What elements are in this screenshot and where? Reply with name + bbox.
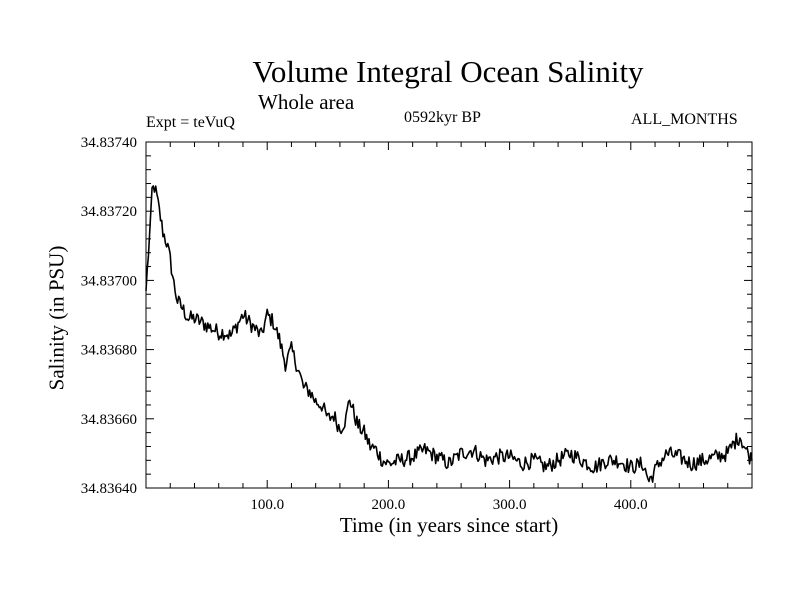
y-tick-label: 34.83640	[81, 481, 137, 497]
y-tick-label: 34.83700	[81, 273, 137, 289]
salinity-series-line	[145, 185, 753, 483]
axis-ticks	[146, 142, 752, 488]
y-tick-label: 34.83660	[81, 412, 137, 428]
y-tick-label: 34.83680	[81, 343, 137, 359]
x-tick-label: 400.0	[614, 497, 648, 513]
chart-title: Volume Integral Ocean Salinity	[252, 54, 644, 89]
plot-frame	[145, 141, 753, 489]
axis-tick-labels: 100.0 200.0 300.0 400.0 34.83640 34.83660 34.8…	[81, 135, 648, 513]
x-tick-label: 300.0	[493, 497, 527, 513]
y-tick-label: 34.83720	[81, 204, 137, 220]
months-label: ALL_MONTHS	[631, 111, 738, 128]
y-tick-label: 34.83740	[81, 135, 137, 151]
x-tick-label: 200.0	[372, 497, 406, 513]
experiment-label: Expt = teVuQ	[146, 114, 235, 131]
x-tick-label: 100.0	[250, 497, 284, 513]
x-axis-label: Time (in years since start)	[339, 513, 559, 537]
chart-subtitle: Whole area	[258, 90, 355, 114]
period-label: 0592kyr BP	[404, 109, 481, 126]
